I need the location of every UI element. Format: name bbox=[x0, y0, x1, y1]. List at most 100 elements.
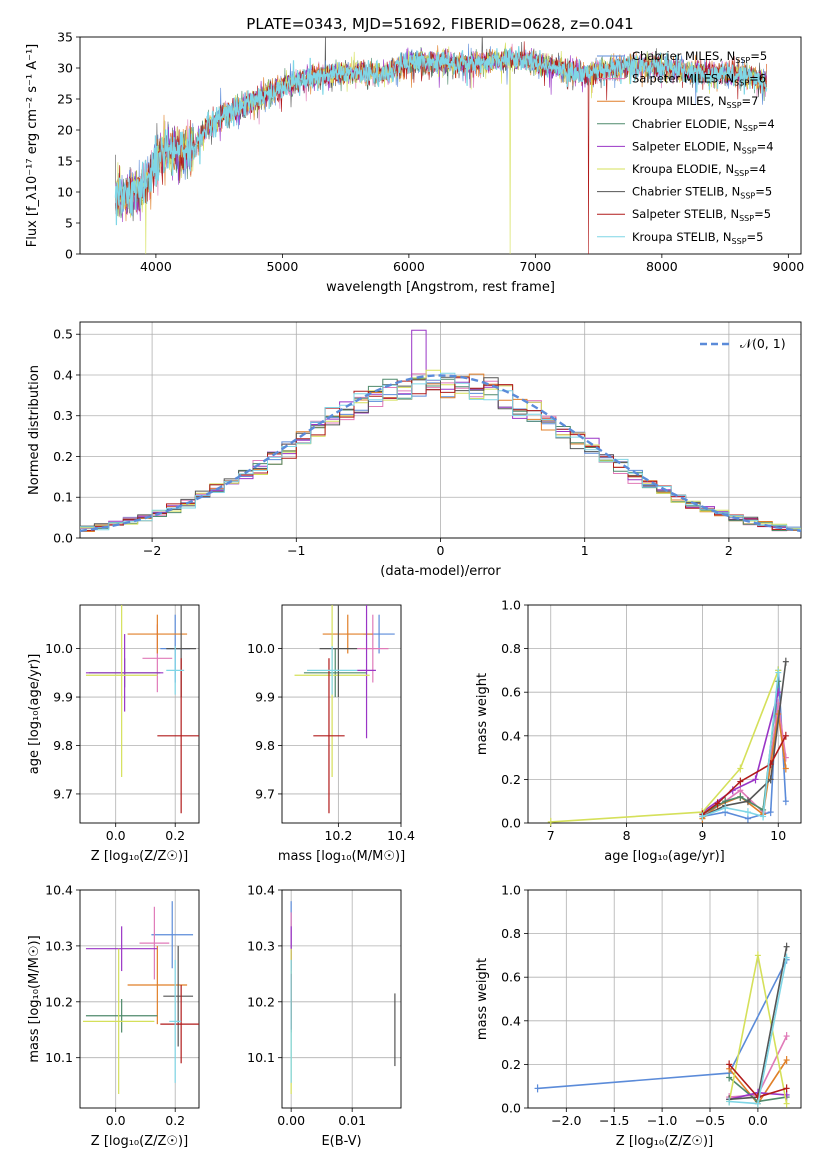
y-tick-label: 10.0 bbox=[45, 641, 73, 656]
y-tick-label: 0.4 bbox=[53, 367, 73, 382]
age_vs_Z-frame bbox=[79, 604, 200, 824]
x-tick-label: 7 bbox=[547, 828, 555, 843]
y-axis-label: Flux [f_λ10⁻¹⁷ erg cm⁻² s⁻¹ A⁻¹] bbox=[25, 44, 40, 248]
y-tick-label: 10.1 bbox=[45, 1050, 73, 1065]
spectrum-frame bbox=[79, 36, 802, 255]
error-point-4 bbox=[357, 605, 376, 739]
figure-title: PLATE=0343, MJD=51692, FIBERID=0628, z=0… bbox=[246, 15, 633, 33]
y-tick-label: 10.1 bbox=[247, 1050, 275, 1065]
weight_vs_age-axes: 7 8 9 10 0.0 0.2 0.4 0.6 0.8 1.0 age [log₁₀(age/yr… bbox=[475, 598, 802, 864]
residuals-axes: −2 −1 0 1 2 0.0 0.1 0.2 0.3 0.4 0.5 (data-model)/er… bbox=[27, 321, 802, 579]
y-tick-label: 10.4 bbox=[45, 883, 73, 898]
y-tick-label: 25 bbox=[57, 92, 73, 107]
error-point-5 bbox=[85, 605, 158, 777]
x-tick-label: 2 bbox=[725, 543, 733, 558]
x-tick-label: 8000 bbox=[646, 259, 678, 274]
error-point-3 bbox=[303, 648, 367, 698]
y-tick-label: 0.4 bbox=[501, 1013, 521, 1028]
error-point-1 bbox=[139, 906, 170, 980]
x-tick-label: 0.0 bbox=[748, 1113, 768, 1128]
legend-entry: Salpeter STELIB, NSSP=5 bbox=[632, 207, 771, 223]
x-tick-label: 0.01 bbox=[338, 1113, 366, 1128]
x-axis-label: Z [log₁₀(Z/Z☉)] bbox=[91, 1134, 188, 1149]
y-axis-label: mass [log₁₀(M/M☉)] bbox=[27, 935, 42, 1062]
legend-entry: Salpeter MILES, NSSP=6 bbox=[632, 72, 766, 88]
x-tick-label: 0.2 bbox=[165, 828, 185, 843]
x-axis-label: E(B-V) bbox=[321, 1134, 361, 1149]
y-tick-label: 10.4 bbox=[247, 883, 275, 898]
y-tick-label: 0 bbox=[65, 247, 73, 262]
error-point-1 bbox=[357, 614, 389, 683]
weight_vs_Z-frame bbox=[527, 889, 802, 1109]
legend-entry: Kroupa STELIB, NSSP=5 bbox=[632, 230, 763, 246]
age_vs_mass-frame bbox=[281, 604, 402, 824]
y-tick-label: 0.1 bbox=[53, 490, 73, 505]
weight-line-5 bbox=[550, 670, 780, 823]
y-tick-label: 9.8 bbox=[53, 738, 73, 753]
error-point-2 bbox=[127, 614, 188, 654]
y-tick-label: 0.8 bbox=[501, 641, 521, 656]
error-point-3 bbox=[85, 999, 158, 1033]
y-axis-label: mass weight bbox=[475, 958, 490, 1040]
legend-entry: Chabrier MILES, NSSP=5 bbox=[632, 49, 767, 65]
y-tick-label: 9.7 bbox=[53, 786, 73, 801]
legend-entry: Chabrier ELODIE, NSSP=4 bbox=[632, 117, 775, 133]
x-tick-label: 10 bbox=[770, 828, 786, 843]
legend-entry: Chabrier STELIB, NSSP=5 bbox=[632, 185, 772, 201]
x-axis-label: wavelength [Angstrom, rest frame] bbox=[326, 280, 555, 295]
y-tick-label: 0.6 bbox=[501, 970, 521, 985]
y-axis-label: mass weight bbox=[475, 673, 490, 755]
error-point-7 bbox=[160, 985, 199, 1064]
error-point-6 bbox=[163, 945, 194, 1047]
error-point-7 bbox=[313, 658, 345, 814]
x-tick-label: 0.0 bbox=[106, 1113, 126, 1128]
x-tick-label: 9000 bbox=[772, 259, 804, 274]
y-axis-label: Normed distribution bbox=[27, 365, 42, 495]
y-tick-label: 0.6 bbox=[501, 685, 521, 700]
y-tick-label: 15 bbox=[57, 154, 73, 169]
weight_vs_Z-axes: −2.0 −1.5 −1.0 −0.5 0.0 0.0 0.2 0.4 0.6 0.8 1.0 Z [… bbox=[475, 883, 802, 1149]
mass_vs_EBV-axes: 0.00 0.01 10.1 10.2 10.3 10.4 E(B-V) bbox=[247, 883, 402, 1149]
y-tick-label: 1.0 bbox=[501, 598, 521, 613]
mass_vs_Z-axes: 0.0 0.2 10.1 10.2 10.3 10.4 Z [log₁₀(Z/Z☉)] mas… bbox=[27, 883, 200, 1149]
y-tick-label: 0.8 bbox=[501, 926, 521, 941]
y-tick-label: 0.4 bbox=[501, 728, 521, 743]
x-tick-label: −2.0 bbox=[551, 1113, 581, 1128]
error-point-8 bbox=[307, 646, 358, 695]
x-tick-label: 4000 bbox=[140, 259, 172, 274]
y-tick-label: 30 bbox=[57, 61, 73, 76]
x-axis-label: (data-model)/error bbox=[380, 564, 501, 579]
error-point-5 bbox=[82, 948, 155, 1095]
spectrum-line-8 bbox=[114, 46, 768, 226]
y-tick-label: 9.8 bbox=[255, 738, 275, 753]
x-tick-label: −1 bbox=[287, 543, 305, 558]
error-point-8 bbox=[166, 646, 185, 695]
error-point-4 bbox=[85, 926, 158, 972]
legend-entry: 𝒩(0, 1) bbox=[740, 336, 786, 351]
error-point-7 bbox=[157, 658, 199, 814]
residuals-frame bbox=[79, 321, 802, 539]
y-tick-label: 9.9 bbox=[53, 690, 73, 705]
x-tick-label: 6000 bbox=[393, 259, 425, 274]
mass_vs_Z-frame bbox=[79, 889, 200, 1109]
y-tick-label: 10.2 bbox=[247, 994, 275, 1009]
age_vs_Z-axes: 0.0 0.2 9.7 9.8 9.9 10.0 Z [log₁₀(Z/Z☉)] age [l… bbox=[27, 604, 200, 864]
x-tick-label: −2 bbox=[143, 543, 161, 558]
spectrum-legend: Chabrier MILES, NSSP=5 Salpeter MILES, NS… bbox=[597, 49, 775, 246]
legend-entry: Salpeter ELODIE, NSSP=4 bbox=[632, 139, 774, 155]
x-axis-label: Z [log₁₀(Z/Z☉)] bbox=[616, 1134, 713, 1149]
y-tick-label: 0.0 bbox=[501, 816, 521, 831]
y-tick-label: 9.9 bbox=[255, 690, 275, 705]
y-tick-label: 10.3 bbox=[247, 938, 275, 953]
legend-entry: Kroupa ELODIE, NSSP=4 bbox=[632, 162, 766, 178]
error-point-4 bbox=[85, 634, 164, 712]
y-tick-label: 35 bbox=[57, 30, 73, 45]
y-tick-label: 0.2 bbox=[501, 772, 521, 787]
error-point-0 bbox=[151, 901, 194, 969]
y-tick-label: 5 bbox=[65, 216, 73, 231]
y-tick-label: 0.0 bbox=[501, 1101, 521, 1116]
x-tick-label: 7000 bbox=[519, 259, 551, 274]
x-tick-label: 0 bbox=[437, 543, 445, 558]
y-tick-label: 10 bbox=[57, 185, 73, 200]
y-tick-label: 0.3 bbox=[53, 408, 73, 423]
